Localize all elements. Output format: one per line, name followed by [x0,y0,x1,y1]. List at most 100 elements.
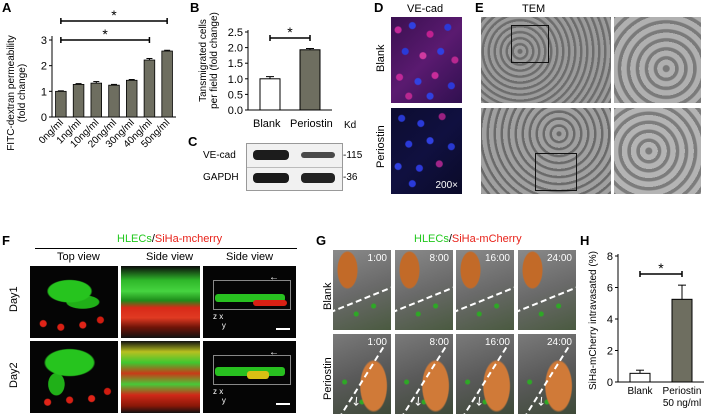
panel-label-d: D [374,0,384,15]
panel-b-ytick-label: 2.5 [228,27,243,39]
scale-bar-day1 [276,328,290,330]
axis-x-label-day2: x [219,387,224,396]
panel-label-c: C [188,134,198,149]
panel-c-kd-115: -115 [343,150,363,161]
panel-f-legend-sep: / [151,233,155,245]
panel-h-sig-star: * [658,260,664,276]
panel-b-ylabel-line1: Tansmigrated cells [198,19,209,102]
panel-f-legend-red: SiHa-mcherry [154,233,223,245]
panel-f-col-top: Top view [57,251,100,263]
panel-d-title: VE-cad [407,3,444,15]
panel-h-ytick-label: 6 [607,283,613,295]
panel-a-ylabel: FITC-dextran permeability (fold change) [6,8,28,178]
panel-label-f: F [2,233,10,248]
axis-glyph-day2: z x y [213,387,226,405]
axis-y-label-day1: y [221,321,226,330]
panel-d-row-periostin: Periostin [375,125,387,168]
confocal-side-view-day1 [121,266,200,338]
panel-c-header-blank: Blank [253,118,281,130]
panel-b-ytick-label: 1.5 [228,58,243,70]
panel-d-row-blank: Blank [375,44,387,72]
timelapse-timestamp: 1:00 [367,253,387,264]
panel-g-legend-red: SiHa-mCherry [451,233,522,245]
panel-b-ylabel-line2: per field (fold change) [209,12,220,109]
panel-h-category-periostin-dose: 50 ng/ml [663,398,701,409]
scale-bar-day2 [276,403,290,405]
western-blot-membrane [246,143,343,191]
blot-band-gapdh-blank [253,173,289,183]
timelapse-frame: 16:00 ↙ [456,334,514,414]
panel-b-chart: 0.0 0.5 1.0 1.5 2.0 2.5 * [228,24,332,117]
panel-b-sig-star: * [287,24,293,40]
timelapse-timestamp: 16:00 [484,337,510,348]
arrow-icon-day1: ← [269,272,279,283]
white-arrow-icon: ↙ [409,392,427,410]
panel-h-bar [629,372,651,383]
axis-z-label-day2: z [213,387,217,396]
3d-green-layer-day1 [215,294,285,302]
white-arrow-icon: ↙ [532,392,550,410]
tem-image-periostin-overview [481,108,611,194]
blot-band-gapdh-periostin [301,173,335,183]
confocal-top-view-day2 [30,341,118,413]
panel-b-ytick-label: 0.5 [228,89,243,101]
panel-f-row-day2: Day2 [8,362,20,388]
blot-band-vecad-periostin [301,152,335,158]
vessel-boundary-dash [395,284,453,314]
panel-b-ytick-label: 2.0 [228,43,243,55]
confocal-side-view-day2 [121,341,200,413]
panel-a-bar [161,50,173,118]
if-image-blank [391,17,462,103]
timelapse-timestamp: 24:00 [546,253,572,264]
panel-a-ytick-label: 1 [41,86,47,98]
confocal-top-view-day1 [30,266,118,338]
panel-e-title: TEM [522,3,546,15]
panel-a-sig-star: * [111,10,117,23]
tem-zoom-box-blank [511,25,549,63]
panel-h-category-blank: Blank [627,386,653,397]
panel-label-h: H [580,233,590,248]
confocal-3d-side-day2: ← z x y [203,341,296,413]
panel-a-ylabel-line1: FITC-dextran permeability [6,35,17,151]
vessel-boundary-dash [456,284,514,314]
blot-band-vecad-blank [253,150,289,160]
panel-f-col-side2: Side view [226,251,274,263]
panel-h-ytick-label: 8 [607,251,613,263]
panel-a-ytick-label: 2 [41,61,47,73]
white-arrow-icon: ↙ [470,392,488,410]
panel-a-ylabel-line2: (fold change) [17,63,28,123]
axis-x-label-day1: x [219,312,224,321]
panel-h-ylabel: SiHa-mCherry intravasated (%) [588,251,599,390]
timelapse-frame: 24:00 ↙ [518,334,576,414]
panel-a-chart: 01230ng/ml1ng/ml10ng/ml20ng/ml30ng/ml40n… [37,10,176,150]
panel-a-bar [143,59,156,118]
panel-f-legend: HLECs/SiHa-mcherry [117,233,222,245]
panel-f-row-day1: Day1 [8,286,20,312]
panel-a-bar [90,82,102,118]
axis-y-label-day2: y [221,396,226,405]
tem-image-periostin-zoom [614,108,701,194]
timelapse-frame: 8:00 [395,250,453,330]
arrow-icon-day2: ← [269,347,279,358]
panel-g-legend-sep: / [448,233,452,245]
if-image-periostin: 200× [391,108,462,194]
timelapse-frame: 1:00 ↙ [333,334,391,414]
panel-h-ytick-label: 0 [607,377,613,389]
panel-h-ytick-label: 2 [607,346,613,358]
vessel-boundary-dash [333,284,391,314]
panel-h-ytick-label: 4 [607,314,613,326]
axis-glyph-day1: z x y [213,312,226,330]
timelapse-frame: 1:00 [333,250,391,330]
vessel-boundary-dash [518,284,576,314]
3d-box-outline-day2 [213,355,291,385]
timelapse-timestamp: 16:00 [484,253,510,264]
panel-a-ytick-label: 0 [41,112,47,124]
panel-b-bar [259,78,281,111]
3d-red-layer-day1 [253,300,287,306]
panel-f-header-rule [35,248,297,249]
blot-divider [247,167,342,168]
3d-red-layer-day2 [247,371,269,379]
tem-zoom-box-periostin [535,153,577,191]
panel-a-bar [72,84,85,118]
